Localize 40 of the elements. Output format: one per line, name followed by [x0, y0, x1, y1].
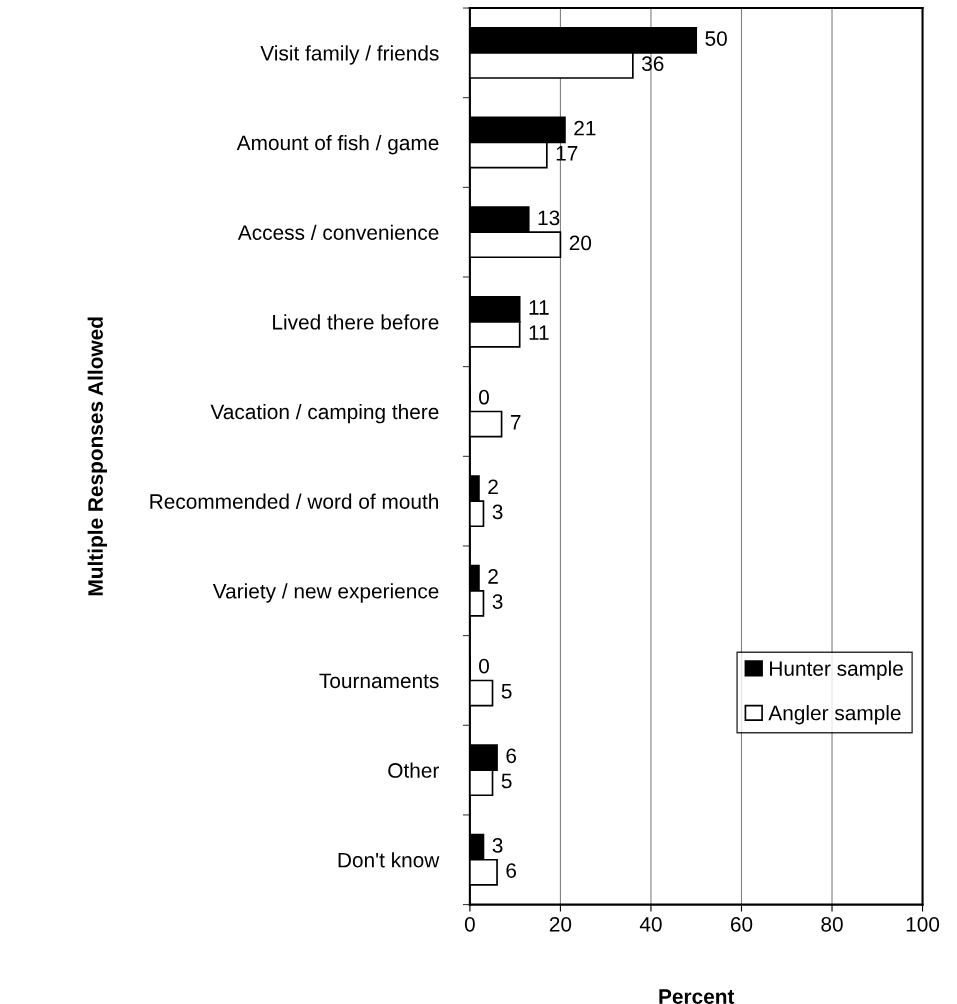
x-tick-label: 20 [549, 916, 572, 932]
legend-label: Angler sample [768, 705, 901, 725]
y-tick-label: Lived there before [273, 314, 439, 330]
data-label: 3 [492, 838, 503, 853]
x-tick-label: 80 [821, 916, 843, 932]
y-tick-label: Vacation / camping there [210, 403, 439, 424]
data-label: 50 [705, 31, 727, 46]
legend-label: Hunter sample [770, 660, 903, 681]
data-label: 20 [569, 235, 592, 251]
data-label: 0 [479, 389, 489, 405]
y-tick-label: Don't know [338, 852, 440, 868]
data-label: 6 [506, 748, 517, 764]
data-label: 11 [529, 300, 549, 315]
data-label: 5 [501, 773, 512, 789]
data-label: 13 [538, 210, 560, 226]
y-tick-label: Access / convenience [237, 224, 439, 240]
x-tick-label: 0 [464, 916, 475, 932]
data-label: 2 [488, 479, 498, 494]
x-tick-label: 40 [639, 916, 662, 932]
data-label: 5 [501, 684, 512, 699]
data-label: 0 [479, 658, 489, 674]
x-tick-label: 60 [730, 916, 753, 932]
y-tick-label: Amount of fish / game [236, 134, 439, 155]
y-tick-label: Recommended / word of mouth [150, 493, 438, 509]
x-tick-label: 100 [906, 916, 940, 932]
data-label: 36 [641, 56, 664, 72]
y-tick-label: Variety / new experience [212, 583, 439, 603]
y-tick-label: Tournaments [319, 673, 439, 689]
y-axis-title: Multiple Responses Allowed [87, 317, 108, 596]
data-label: 21 [574, 120, 596, 136]
y-tick-label: Visit family / friends [260, 45, 439, 65]
data-label: 2 [488, 569, 498, 584]
x-axis-title: Percent [659, 989, 735, 1004]
data-label: 17 [556, 146, 578, 161]
data-label: 11 [529, 325, 549, 340]
y-tick-label: Other [388, 762, 439, 778]
data-label: 3 [492, 504, 503, 520]
data-label: 6 [506, 863, 517, 878]
data-label: 3 [492, 594, 503, 609]
data-label: 7 [510, 415, 521, 430]
